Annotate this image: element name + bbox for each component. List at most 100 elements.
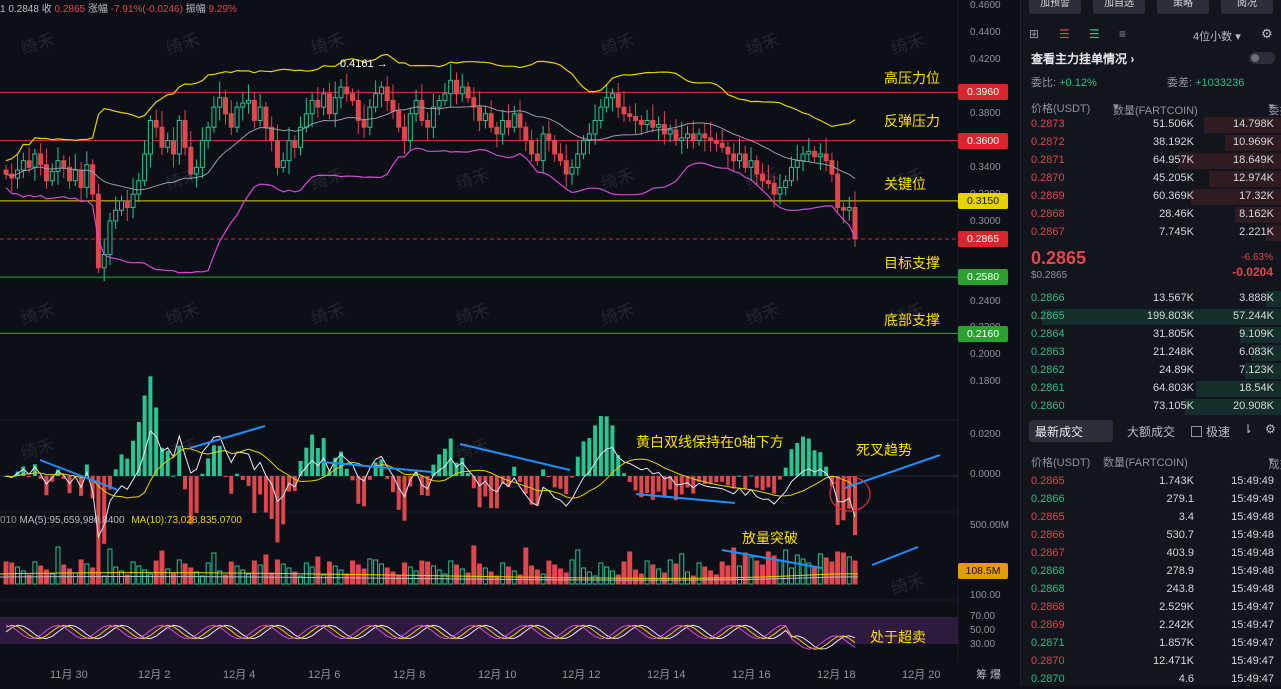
bid-row[interactable]: 0.2863 21.248K 6.083K <box>1021 344 1281 362</box>
ask-row[interactable]: 0.2873 51.506K 14.798K <box>1021 116 1281 134</box>
ratio-value: +0.12% <box>1059 77 1097 89</box>
ask-row[interactable]: 0.2872 38.192K 10.969K <box>1021 134 1281 152</box>
macd-histogram-bar <box>518 476 523 482</box>
kline-chart-svg[interactable] <box>0 0 1018 686</box>
volume-bar <box>765 551 771 585</box>
trades-header: 价格(USDT) 数量(FARTCOIN) 成交时间 ▾ <box>1021 452 1281 471</box>
candle-body <box>471 97 477 108</box>
macd-histogram-bar <box>812 450 817 476</box>
ask-quantity: 64.957K <box>1153 154 1194 166</box>
macd-histogram-bar <box>188 476 193 525</box>
volume-bar <box>338 569 344 585</box>
candle-body <box>477 106 483 122</box>
toggle-knob <box>1251 54 1259 62</box>
book-view-bids-icon[interactable]: ☰ <box>1089 27 1100 41</box>
candle-body <box>136 180 142 195</box>
fast-checkbox[interactable]: 极速 <box>1191 423 1230 440</box>
overview-button[interactable]: 阅况 <box>1221 0 1273 14</box>
bid-row[interactable]: 0.2860 73.105K 20.908K <box>1021 398 1281 416</box>
trade-row[interactable]: 0.2866 279.1 15:49:49 <box>1021 491 1281 509</box>
trades-header-time-label: 成交时间 <box>1268 459 1281 471</box>
chevron-down-icon: ▾ <box>1235 31 1241 43</box>
header-total[interactable]: 委托额 ▾ <box>1268 100 1281 117</box>
add-favorite-button[interactable]: 加自选 <box>1093 0 1145 14</box>
trade-row[interactable]: 0.2869 2.242K 15:49:47 <box>1021 617 1281 635</box>
depth-bar <box>1190 189 1281 205</box>
add-alert-button[interactable]: 加预警 <box>1029 0 1081 14</box>
macd-dea-line <box>5 447 856 499</box>
bid-row[interactable]: 0.2862 24.89K 7.123K <box>1021 362 1281 380</box>
tab-large-trades[interactable]: 大额成交 <box>1127 425 1176 439</box>
trade-row[interactable]: 0.2870 12.471K 15:49:47 <box>1021 653 1281 671</box>
tab-latest-trades[interactable] <box>1029 420 1113 442</box>
macd-histogram-bar <box>292 476 297 492</box>
trade-row[interactable]: 0.2871 1.857K 15:49:47 <box>1021 635 1281 653</box>
high-marker-value: 0.4161 <box>340 58 374 70</box>
macd-histogram-bar <box>506 476 511 488</box>
ask-row[interactable]: 0.2870 45.205K 12.974K <box>1021 170 1281 188</box>
candle-body <box>55 160 61 172</box>
strategy-button[interactable]: 策略 <box>1157 0 1209 14</box>
last-price: 0.2865 <box>1031 248 1087 268</box>
trade-row[interactable]: 0.2868 2.529K 15:49:47 <box>1021 599 1281 617</box>
annotation-bottom-support: 底部支撑 <box>884 312 940 328</box>
candle-body <box>621 106 627 115</box>
macd-histogram-bar <box>743 476 748 489</box>
volume-bar <box>402 562 408 585</box>
book-view-asks-icon[interactable]: ☰ <box>1059 27 1070 41</box>
book-view-both-icon[interactable]: ⊞ <box>1029 27 1040 41</box>
header-qty[interactable]: 数量(FARTCOIN) ▾ <box>1113 101 1198 117</box>
trade-row[interactable]: 0.2870 4.6 15:49:47 <box>1021 671 1281 689</box>
settings-icon[interactable]: ⚙ <box>1265 422 1276 436</box>
chip-burst-tools[interactable]: 筹 爆 <box>976 669 1002 681</box>
candle-body <box>32 153 38 168</box>
trades-header-time[interactable]: 成交时间 ▾ <box>1268 454 1281 471</box>
ask-row[interactable]: 0.2868 28.46K 8.162K <box>1021 206 1281 224</box>
volume-ma-line <box>0 575 859 581</box>
candle-body <box>488 113 494 128</box>
candle-body <box>783 180 789 188</box>
macd-histogram-bar <box>795 442 800 476</box>
decimal-select[interactable]: 4位小数 ▾ <box>1193 28 1241 44</box>
volume-bar <box>396 575 402 585</box>
book-view-list-icon[interactable]: ≡ <box>1119 27 1127 41</box>
volume-bar <box>211 552 217 585</box>
candle-body <box>638 120 644 126</box>
bid-row[interactable]: 0.2864 31.805K 9.109K <box>1021 326 1281 344</box>
ask-total: 12.974K <box>1233 172 1274 184</box>
sort-icon[interactable]: ⇂ <box>1243 422 1254 436</box>
volume-bar <box>292 571 298 585</box>
ask-row[interactable]: 0.2869 60.369K 17.32K <box>1021 188 1281 206</box>
candle-body <box>298 126 304 148</box>
macd-histogram-bar <box>575 456 580 476</box>
bid-quantity: 73.105K <box>1153 400 1194 412</box>
trade-row[interactable]: 0.2865 1.743K 15:49:49 <box>1021 473 1281 491</box>
volume-bar <box>119 570 125 585</box>
candle-body <box>326 93 332 115</box>
volume-bar <box>257 564 263 585</box>
view-depth-link[interactable]: 查看主力挂单情况 › <box>1031 52 1135 66</box>
ask-row[interactable]: 0.2871 64.957K 18.649K <box>1021 152 1281 170</box>
candle-body <box>378 86 384 95</box>
macd-histogram-bar <box>777 476 782 480</box>
trade-row[interactable]: 0.2865 3.4 15:49:48 <box>1021 509 1281 527</box>
trade-row[interactable]: 0.2867 403.9 15:49:48 <box>1021 545 1281 563</box>
volume-bar <box>505 566 511 585</box>
volume-bar <box>453 564 459 585</box>
trade-row[interactable]: 0.2866 530.7 15:49:48 <box>1021 527 1281 545</box>
y-axis-label: 0.3000 <box>970 216 1001 227</box>
volume-bar <box>176 559 182 585</box>
macd-histogram-bar <box>570 476 574 478</box>
candle-body <box>350 93 356 101</box>
volume-bar <box>829 561 835 585</box>
trade-row[interactable]: 0.2868 278.9 15:49:48 <box>1021 563 1281 581</box>
bid-row[interactable]: 0.2865 199.803K 57.244K <box>1021 308 1281 326</box>
volume-bar <box>194 571 200 585</box>
settings-gear-icon[interactable]: ⚙ <box>1261 26 1273 41</box>
trade-row[interactable]: 0.2868 243.8 15:49:48 <box>1021 581 1281 599</box>
kline-chart-area[interactable]: 1 0.2848 收 0.2865 涨幅 -7.91%(-0.0246) 振幅 … <box>0 0 1018 686</box>
bid-row[interactable]: 0.2861 64.803K 18.54K <box>1021 380 1281 398</box>
depth-toggle[interactable] <box>1249 52 1275 64</box>
ask-row[interactable]: 0.2867 7.745K 2.221K <box>1021 224 1281 242</box>
bid-row[interactable]: 0.2866 13.567K 3.888K <box>1021 290 1281 308</box>
